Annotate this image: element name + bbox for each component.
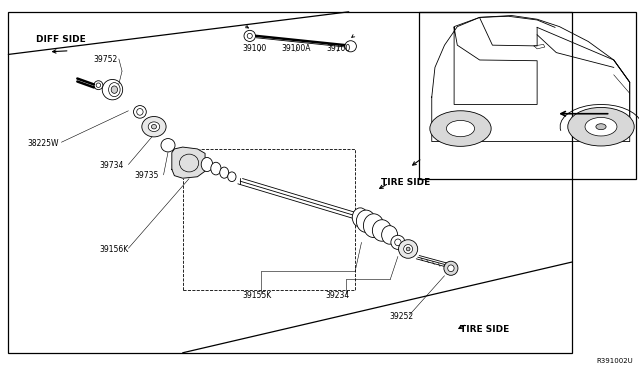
Ellipse shape [448,265,454,272]
Ellipse shape [137,109,143,115]
Text: 39156K: 39156K [100,244,129,253]
Ellipse shape [96,83,100,87]
Text: 39234: 39234 [325,291,349,300]
Ellipse shape [391,235,405,249]
Ellipse shape [444,261,458,275]
Ellipse shape [244,31,255,41]
Ellipse shape [372,220,392,241]
Ellipse shape [111,86,118,93]
Text: DIFF SIDE: DIFF SIDE [36,35,86,44]
Ellipse shape [152,125,157,129]
Circle shape [596,124,606,130]
Ellipse shape [161,138,175,152]
Ellipse shape [109,83,120,97]
Polygon shape [172,147,205,178]
Circle shape [447,121,474,137]
Circle shape [585,118,617,136]
Text: 38225W: 38225W [28,139,59,148]
Ellipse shape [148,122,160,132]
Ellipse shape [399,240,418,258]
Ellipse shape [381,226,397,244]
Ellipse shape [345,41,356,52]
Text: 39155K: 39155K [242,291,271,300]
Ellipse shape [94,81,103,90]
Bar [419,12,636,179]
Ellipse shape [134,106,147,118]
Text: 39100: 39100 [326,44,351,53]
Ellipse shape [102,80,123,100]
Text: 39100: 39100 [242,44,266,53]
Ellipse shape [228,172,236,182]
Circle shape [568,108,634,146]
Text: TIRE SIDE: TIRE SIDE [381,178,430,187]
Ellipse shape [220,167,228,178]
Ellipse shape [142,116,166,137]
Circle shape [430,111,491,146]
Ellipse shape [211,162,221,175]
Text: TIRE SIDE: TIRE SIDE [461,325,509,334]
Ellipse shape [404,244,413,253]
Ellipse shape [201,157,212,171]
Text: 39735: 39735 [135,171,159,180]
Text: 39752: 39752 [93,55,118,64]
Text: R391002U: R391002U [596,358,633,364]
Ellipse shape [364,214,384,237]
Ellipse shape [406,247,410,251]
Text: 39734: 39734 [100,161,124,170]
Bar [8,12,572,353]
Ellipse shape [356,210,376,232]
Text: 39252: 39252 [389,312,413,321]
Ellipse shape [352,208,368,227]
Bar [182,149,355,290]
Text: 39100A: 39100A [282,44,311,53]
